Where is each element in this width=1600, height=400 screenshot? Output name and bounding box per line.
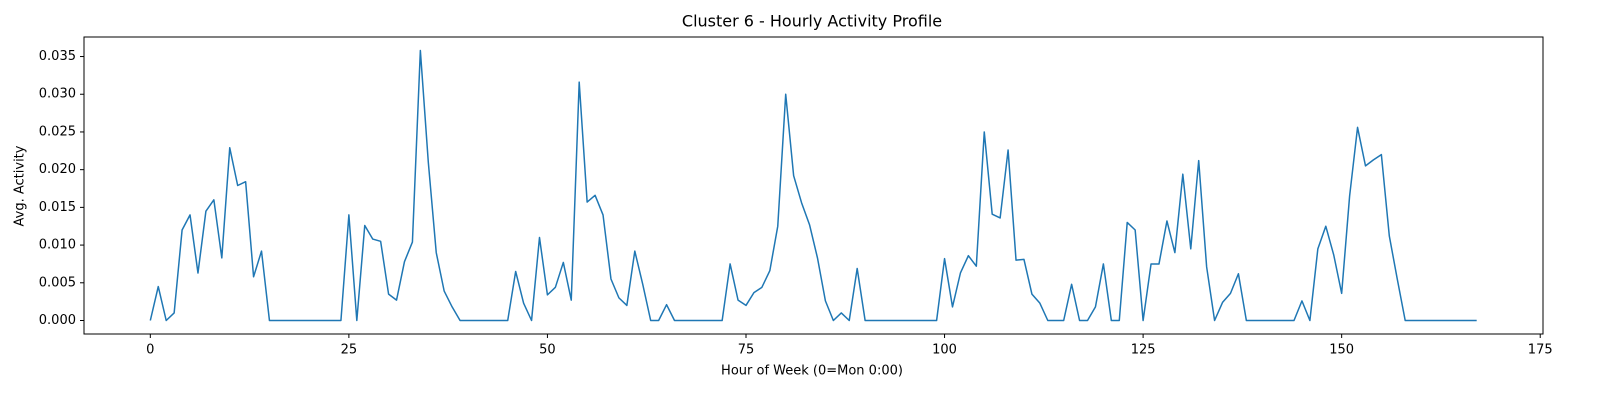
y-tick-label: 0.000 <box>39 313 76 328</box>
chart-title: Cluster 6 - Hourly Activity Profile <box>682 12 942 31</box>
data-line <box>149 49 1477 322</box>
y-tick-label: 0.015 <box>39 200 76 215</box>
x-tick-label: 100 <box>932 343 957 358</box>
x-tick-label: 25 <box>341 343 358 358</box>
y-tick-label: 0.035 <box>39 49 76 64</box>
x-tick-label: 50 <box>539 343 556 358</box>
y-tick-label: 0.010 <box>39 238 76 253</box>
plot-frame <box>83 36 1544 335</box>
x-tick-label: 125 <box>1131 343 1156 358</box>
x-tick-label: 75 <box>738 343 755 358</box>
y-tick-label: 0.020 <box>39 162 76 177</box>
y-axis-label: Avg. Activity <box>13 145 28 226</box>
y-tick-label: 0.025 <box>39 124 76 139</box>
y-tick-label: 0.005 <box>39 275 76 290</box>
x-tick-label: 175 <box>1528 343 1553 358</box>
x-axis-label: Hour of Week (0=Mon 0:00) <box>721 364 903 379</box>
x-tick-label: 150 <box>1329 343 1354 358</box>
y-tick-label: 0.030 <box>39 87 76 102</box>
x-tick-label: 0 <box>146 343 154 358</box>
